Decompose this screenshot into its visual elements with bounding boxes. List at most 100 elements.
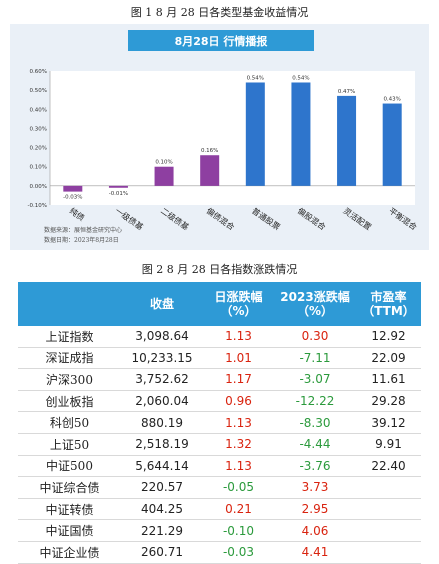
x-category-label: 普通股票 bbox=[250, 205, 282, 232]
row-ytd-change: 3.73 bbox=[274, 476, 356, 499]
bar-value-label: 0.47% bbox=[338, 89, 355, 95]
bar-value-label: -0.03% bbox=[63, 195, 82, 201]
row-close: 3,098.64 bbox=[121, 326, 203, 348]
bar-value-label: 0.16% bbox=[201, 148, 218, 154]
y-tick-label: 0.00% bbox=[30, 184, 47, 190]
row-close: 2,518.19 bbox=[121, 433, 203, 456]
source-line: 数据来源：展恒基金研究中心 bbox=[44, 227, 123, 234]
row-close: 880.19 bbox=[121, 411, 203, 434]
row-day-change: -0.10 bbox=[203, 519, 274, 542]
row-close: 2,060.04 bbox=[121, 390, 203, 413]
table-row: 中证综合债 220.57 -0.05 3.73 bbox=[18, 476, 421, 499]
bar-chart: 8月28日 行情播报 -0.10% 0.00% 0.10% 0.20% 0.30% 0.40… bbox=[28, 30, 419, 232]
header-close: 收盘 bbox=[121, 282, 203, 326]
row-ytd-change: -12.22 bbox=[274, 390, 356, 413]
chart-title-banner bbox=[128, 30, 314, 51]
row-name: 中证转债 bbox=[18, 498, 121, 521]
row-ytd-change: -7.11 bbox=[274, 347, 356, 370]
bar-value-label: -0.01% bbox=[109, 191, 128, 197]
x-category-label: 二级债基 bbox=[159, 205, 191, 232]
x-category-label: 偏股混合 bbox=[296, 205, 328, 232]
table-row: 上证指数 3,098.64 1.13 0.30 12.92 bbox=[18, 326, 421, 348]
row-close: 5,644.14 bbox=[121, 455, 203, 478]
table-row: 深证成指 10,233.15 1.01 -7.11 22.09 bbox=[18, 347, 421, 370]
row-name: 上证50 bbox=[18, 433, 121, 456]
table-header-row: 收盘 日涨跌幅 （%） 2023涨跌幅 （%） 市盈率 （TTM） bbox=[18, 282, 421, 326]
bar bbox=[291, 82, 311, 186]
row-day-change: -0.03 bbox=[203, 541, 274, 564]
bar bbox=[108, 185, 128, 188]
header-pe-unit: （TTM） bbox=[362, 304, 415, 318]
bar bbox=[200, 155, 220, 186]
index-table: 收盘 日涨跌幅 （%） 2023涨跌幅 （%） 市盈率 （TTM） 上证指数 3,… bbox=[18, 282, 421, 564]
chart-title: 8月28日 行情播报 bbox=[175, 34, 269, 48]
row-ytd-change: 0.30 bbox=[274, 326, 356, 348]
row-name: 沪深300 bbox=[18, 368, 121, 391]
row-day-change: 1.01 bbox=[203, 347, 274, 370]
row-pe bbox=[356, 476, 421, 499]
row-name: 中证500 bbox=[18, 455, 121, 478]
index-table-wrap: 收盘 日涨跌幅 （%） 2023涨跌幅 （%） 市盈率 （TTM） 上证指数 3,… bbox=[18, 282, 421, 564]
bar-value-label: 0.43% bbox=[383, 97, 400, 103]
header-day-change-unit: （%） bbox=[220, 304, 257, 318]
bar bbox=[382, 103, 402, 186]
table-row: 中证500 5,644.14 1.13 -3.76 22.40 bbox=[18, 455, 421, 478]
header-pe: 市盈率 （TTM） bbox=[356, 282, 421, 326]
row-pe: 11.61 bbox=[356, 368, 421, 391]
x-category-label: 灵活配置 bbox=[341, 205, 373, 232]
y-tick-label: 0.20% bbox=[30, 146, 47, 152]
y-tick-label: 0.40% bbox=[30, 107, 47, 113]
plot-area bbox=[50, 71, 415, 205]
row-ytd-change: 2.95 bbox=[274, 498, 356, 521]
row-day-change: 1.17 bbox=[203, 368, 274, 391]
table-row: 创业板指 2,060.04 0.96 -12.22 29.28 bbox=[18, 390, 421, 413]
row-pe bbox=[356, 519, 421, 542]
bar-value-label: 0.10% bbox=[155, 160, 172, 166]
row-close: 260.71 bbox=[121, 541, 203, 564]
row-name: 中证综合债 bbox=[18, 476, 121, 499]
header-name bbox=[18, 282, 121, 326]
row-day-change: 1.13 bbox=[203, 326, 274, 348]
bar bbox=[154, 166, 174, 186]
date-line: 数据日期：2023年8月28日 bbox=[44, 237, 119, 244]
row-pe: 29.28 bbox=[356, 390, 421, 413]
row-ytd-change: -3.07 bbox=[274, 368, 356, 391]
table-row: 中证转债 404.25 0.21 2.95 bbox=[18, 498, 421, 521]
header-pe-label: 市盈率 bbox=[370, 290, 407, 304]
header-ytd-change: 2023涨跌幅 （%） bbox=[274, 282, 356, 326]
figure2-caption: 图 2 8 月 28 日各指数涨跌情况 bbox=[141, 263, 298, 276]
row-day-change: 0.21 bbox=[203, 498, 274, 521]
row-name: 科创50 bbox=[18, 411, 121, 434]
table-row: 沪深300 3,752.62 1.17 -3.07 11.61 bbox=[18, 368, 421, 391]
row-pe: 22.40 bbox=[356, 455, 421, 478]
row-pe bbox=[356, 541, 421, 564]
row-ytd-change: 4.06 bbox=[274, 519, 356, 542]
y-tick-label: -0.10% bbox=[28, 203, 47, 209]
x-category-label: 平衡混合 bbox=[387, 205, 419, 232]
row-name: 创业板指 bbox=[18, 390, 121, 413]
header-ytd-change-label: 2023涨跌幅 bbox=[280, 290, 350, 304]
row-close: 220.57 bbox=[121, 476, 203, 499]
row-pe: 22.09 bbox=[356, 347, 421, 370]
y-tick-label: 0.60% bbox=[30, 69, 47, 75]
y-tick-label: 0.10% bbox=[30, 165, 47, 171]
table-row: 上证50 2,518.19 1.32 -4.44 9.91 bbox=[18, 433, 421, 456]
row-ytd-change: -8.30 bbox=[274, 411, 356, 434]
bar bbox=[245, 82, 265, 186]
row-ytd-change: 4.41 bbox=[274, 541, 356, 564]
x-category-label: 纯债 bbox=[68, 205, 87, 222]
row-day-change: -0.05 bbox=[203, 476, 274, 499]
bar-value-label: 0.54% bbox=[292, 75, 309, 81]
figure1-caption: 图 1 8 月 28 日各类型基金收益情况 bbox=[130, 6, 309, 19]
bar-chart-panel: 8月28日 行情播报 -0.10% 0.00% 0.10% 0.20% 0.30% 0.40… bbox=[10, 24, 429, 250]
y-tick-label: 0.30% bbox=[30, 126, 47, 132]
header-ytd-change-unit: （%） bbox=[296, 304, 334, 318]
row-pe: 9.91 bbox=[356, 433, 421, 456]
table-row: 科创50 880.19 1.13 -8.30 39.12 bbox=[18, 411, 421, 434]
bar bbox=[63, 185, 83, 192]
row-day-change: 0.96 bbox=[203, 390, 274, 413]
row-name: 深证成指 bbox=[18, 347, 121, 370]
y-tick-label: 0.50% bbox=[30, 88, 47, 94]
row-name: 中证国债 bbox=[18, 519, 121, 542]
header-day-change-label: 日涨跌幅 bbox=[214, 290, 263, 304]
